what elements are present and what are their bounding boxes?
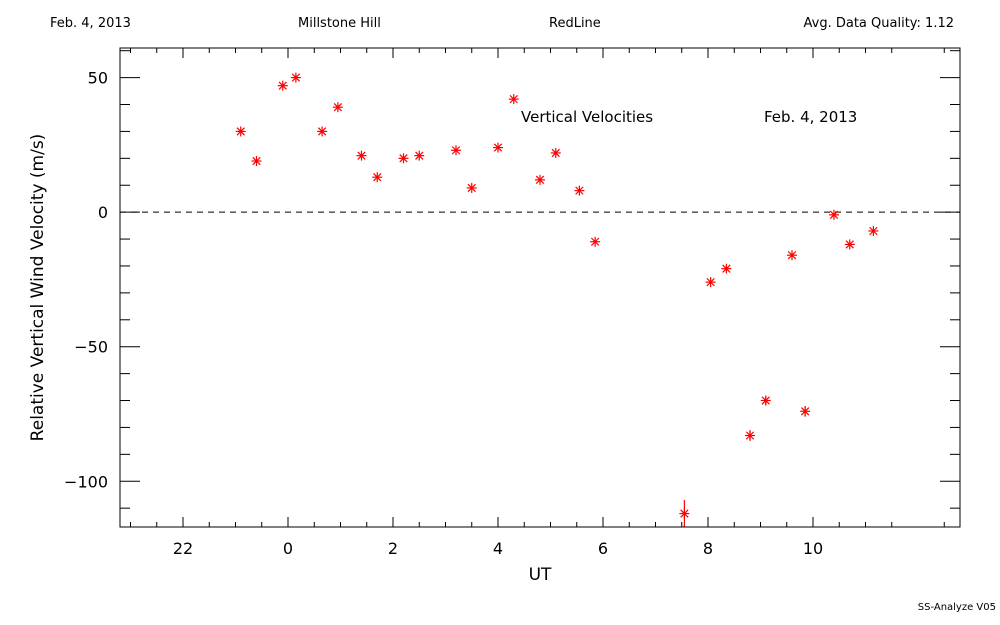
header-instrument: RedLine bbox=[549, 16, 601, 31]
data-point bbox=[251, 156, 262, 167]
data-point bbox=[829, 209, 839, 220]
data-point bbox=[705, 277, 716, 288]
data-point bbox=[277, 80, 288, 91]
tick-labels: 22 0 2 4 6 8 10 50 0 −50 −100 bbox=[64, 69, 823, 558]
x-tick-label: 22 bbox=[173, 539, 193, 558]
data-point bbox=[235, 126, 246, 137]
x-tick-label: 10 bbox=[803, 539, 823, 558]
data-point bbox=[535, 174, 545, 185]
data-points bbox=[235, 72, 879, 527]
data-point bbox=[550, 147, 561, 158]
data-point bbox=[574, 185, 585, 196]
header-station: Millstone Hill bbox=[298, 16, 381, 31]
data-point bbox=[508, 94, 519, 105]
y-axis-label: Relative Vertical Wind Velocity (m/s) bbox=[28, 134, 48, 442]
data-point bbox=[721, 263, 732, 274]
x-axis-label: UT bbox=[529, 565, 552, 585]
x-tick-label: 0 bbox=[283, 539, 293, 558]
data-point bbox=[356, 150, 367, 161]
data-point bbox=[414, 150, 425, 161]
data-point bbox=[868, 225, 879, 236]
data-point bbox=[844, 239, 855, 250]
axis-ticks bbox=[120, 48, 960, 527]
data-point bbox=[332, 102, 343, 113]
y-tick-label: −100 bbox=[64, 472, 108, 491]
x-tick-label: 4 bbox=[493, 539, 503, 558]
data-point bbox=[466, 182, 477, 193]
data-point bbox=[679, 500, 690, 527]
software-version: SS-Analyze V05 bbox=[917, 602, 996, 613]
data-point bbox=[372, 172, 383, 183]
header-quality: Avg. Data Quality: 1.12 bbox=[803, 16, 954, 31]
data-point bbox=[398, 153, 409, 164]
chart-title: Vertical Velocities bbox=[521, 108, 653, 126]
y-tick-label: −50 bbox=[74, 338, 108, 357]
data-point bbox=[451, 145, 461, 156]
x-tick-label: 6 bbox=[598, 539, 608, 558]
x-tick-label: 8 bbox=[703, 539, 713, 558]
plot-frame bbox=[119, 47, 961, 528]
chart-annotation-date: Feb. 4, 2013 bbox=[764, 108, 857, 126]
data-point bbox=[787, 250, 797, 261]
header-date: Feb. 4, 2013 bbox=[50, 16, 131, 31]
data-point bbox=[317, 126, 328, 137]
data-point bbox=[493, 142, 503, 153]
y-tick-label: 50 bbox=[88, 69, 108, 88]
x-tick-label: 2 bbox=[388, 539, 398, 558]
data-point bbox=[745, 430, 755, 441]
data-point bbox=[590, 236, 601, 247]
data-point bbox=[760, 395, 771, 406]
data-point bbox=[290, 72, 301, 83]
y-tick-label: 0 bbox=[98, 203, 108, 222]
data-point bbox=[800, 405, 811, 417]
